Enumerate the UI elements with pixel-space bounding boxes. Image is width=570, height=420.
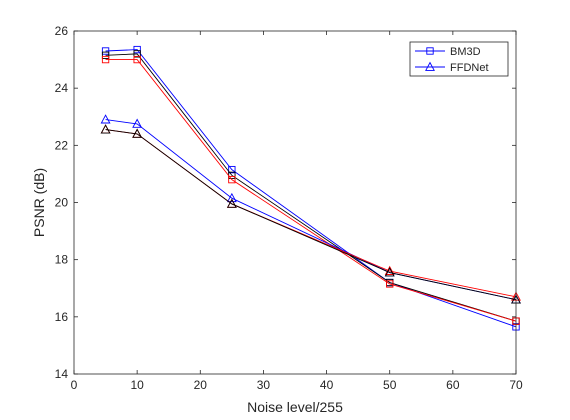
legend-item: BM3D bbox=[415, 46, 481, 58]
data-point bbox=[132, 118, 143, 128]
x-tick-label: 40 bbox=[320, 378, 334, 392]
legend: BM3D FFDNet bbox=[409, 41, 509, 77]
x-tick-label: 10 bbox=[130, 378, 144, 392]
y-tick-label: 26 bbox=[55, 24, 69, 38]
data-point bbox=[384, 265, 395, 275]
x-tick-label: 30 bbox=[257, 378, 271, 392]
data-point bbox=[101, 55, 110, 64]
data-point bbox=[133, 45, 141, 54]
data-point bbox=[101, 51, 110, 59]
series-line bbox=[105, 129, 517, 301]
plot-area bbox=[74, 31, 516, 374]
data-point bbox=[226, 198, 237, 208]
y-axis-ticks: 14 16 18 20 22 24 26 bbox=[55, 24, 516, 381]
y-tick-label: 24 bbox=[55, 81, 69, 95]
y-tick-label: 16 bbox=[55, 310, 69, 324]
y-tick-label: 22 bbox=[55, 138, 69, 152]
x-tick-label: 70 bbox=[509, 378, 523, 392]
legend-label: FFDNet bbox=[450, 62, 489, 74]
legend-marker bbox=[425, 61, 435, 71]
data-point bbox=[228, 175, 236, 184]
y-axis-label: PSNR (dB) bbox=[31, 168, 47, 237]
series-line bbox=[105, 49, 517, 328]
data-point bbox=[384, 267, 395, 277]
data-point bbox=[100, 124, 111, 134]
y-tick-label: 20 bbox=[55, 196, 69, 210]
x-tick-label: 20 bbox=[194, 378, 208, 392]
x-tick-label: 60 bbox=[446, 378, 460, 392]
data-point bbox=[228, 165, 236, 174]
data-point bbox=[386, 280, 394, 288]
data-point bbox=[101, 47, 110, 55]
data-point bbox=[133, 55, 141, 64]
data-point bbox=[100, 114, 111, 124]
x-axis-label: Noise level/255 bbox=[247, 399, 343, 415]
series-line bbox=[105, 59, 517, 322]
x-tick-label: 0 bbox=[71, 378, 78, 392]
legend-marker bbox=[426, 47, 434, 55]
x-tick-label: 50 bbox=[383, 378, 397, 392]
series-line bbox=[105, 53, 517, 322]
legend-label: BM3D bbox=[450, 46, 481, 58]
data-point bbox=[133, 50, 141, 58]
series-6 bbox=[100, 124, 521, 304]
data-point bbox=[226, 192, 237, 203]
y-tick-label: 14 bbox=[55, 367, 69, 381]
x-axis-ticks: 0 10 20 30 40 50 60 70 bbox=[71, 31, 523, 392]
data-point bbox=[132, 128, 143, 138]
y-tick-label: 18 bbox=[55, 253, 69, 267]
legend-item: FFDNet bbox=[415, 61, 489, 74]
